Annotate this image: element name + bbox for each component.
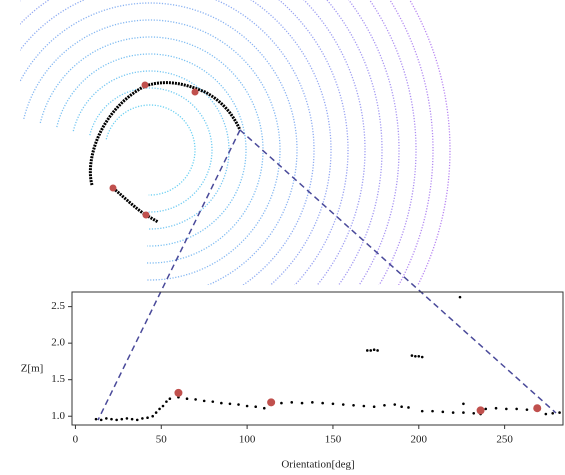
point <box>267 398 275 406</box>
point <box>237 403 240 406</box>
point <box>146 416 149 419</box>
x-tick-label: 50 <box>156 434 168 446</box>
x-tick-label: 200 <box>411 434 428 446</box>
point <box>363 405 366 408</box>
point <box>495 407 498 410</box>
point <box>203 400 206 403</box>
ground-edge <box>113 188 158 222</box>
point <box>526 408 529 411</box>
point <box>211 400 214 403</box>
y-tick-label: 2.0 <box>51 337 65 349</box>
point <box>417 355 420 358</box>
key-point <box>192 89 199 96</box>
point <box>246 405 249 408</box>
point <box>115 419 118 422</box>
point <box>162 405 165 408</box>
point <box>352 404 355 407</box>
y-tick-label: 1.0 <box>51 410 65 422</box>
point <box>321 402 324 405</box>
point <box>95 418 98 421</box>
point <box>421 410 424 413</box>
point <box>484 408 487 411</box>
point <box>442 411 445 414</box>
x-tick-label: 150 <box>325 434 342 446</box>
mask <box>0 285 565 475</box>
point <box>393 403 396 406</box>
point <box>366 349 369 352</box>
key-point <box>143 212 150 219</box>
point <box>254 405 257 408</box>
point <box>369 349 372 352</box>
point <box>120 418 123 421</box>
point <box>174 389 182 397</box>
key-point <box>110 185 117 192</box>
point <box>400 405 403 408</box>
point <box>477 406 485 414</box>
point <box>421 356 424 359</box>
y-tick-label: 1.5 <box>51 373 65 385</box>
point <box>342 403 345 406</box>
point <box>301 402 304 405</box>
point <box>462 411 465 414</box>
point <box>290 401 293 404</box>
point <box>545 413 548 416</box>
point <box>411 354 414 357</box>
point <box>414 355 417 358</box>
point <box>100 419 103 422</box>
x-tick-label: 0 <box>73 434 79 446</box>
point <box>459 296 462 299</box>
point <box>311 401 314 404</box>
point <box>131 418 134 421</box>
point <box>515 408 518 411</box>
point <box>194 398 197 401</box>
point <box>505 408 508 411</box>
figure: Z[m] Orientation[deg] 0 50 100 150 200 250 1.0… <box>0 0 565 475</box>
point <box>158 408 161 411</box>
point <box>280 402 283 405</box>
point <box>126 417 129 420</box>
point <box>151 415 154 418</box>
point <box>376 349 379 352</box>
point <box>165 400 168 403</box>
x-tick-label: 100 <box>239 434 256 446</box>
point <box>431 410 434 413</box>
point <box>462 403 465 406</box>
point <box>136 419 139 422</box>
point <box>110 418 113 421</box>
key-point <box>142 82 149 89</box>
y-axis-label: Z[m] <box>21 363 44 375</box>
y-tick-label: 2.5 <box>51 300 65 312</box>
point <box>229 403 232 406</box>
point <box>105 417 108 420</box>
point <box>407 406 410 409</box>
point <box>373 405 376 408</box>
point <box>383 404 386 407</box>
x-axis-label: Orientation[deg] <box>281 459 354 471</box>
point <box>558 411 561 414</box>
point <box>141 417 144 420</box>
point <box>332 403 335 406</box>
x-tick-label: 250 <box>496 434 513 446</box>
point <box>452 411 455 414</box>
point <box>263 407 266 410</box>
point <box>551 412 554 415</box>
point <box>533 404 541 412</box>
point <box>472 412 475 415</box>
point <box>169 397 172 400</box>
point <box>186 397 189 400</box>
mask <box>0 0 20 285</box>
point <box>155 411 158 414</box>
point <box>373 348 376 351</box>
point <box>220 402 223 405</box>
